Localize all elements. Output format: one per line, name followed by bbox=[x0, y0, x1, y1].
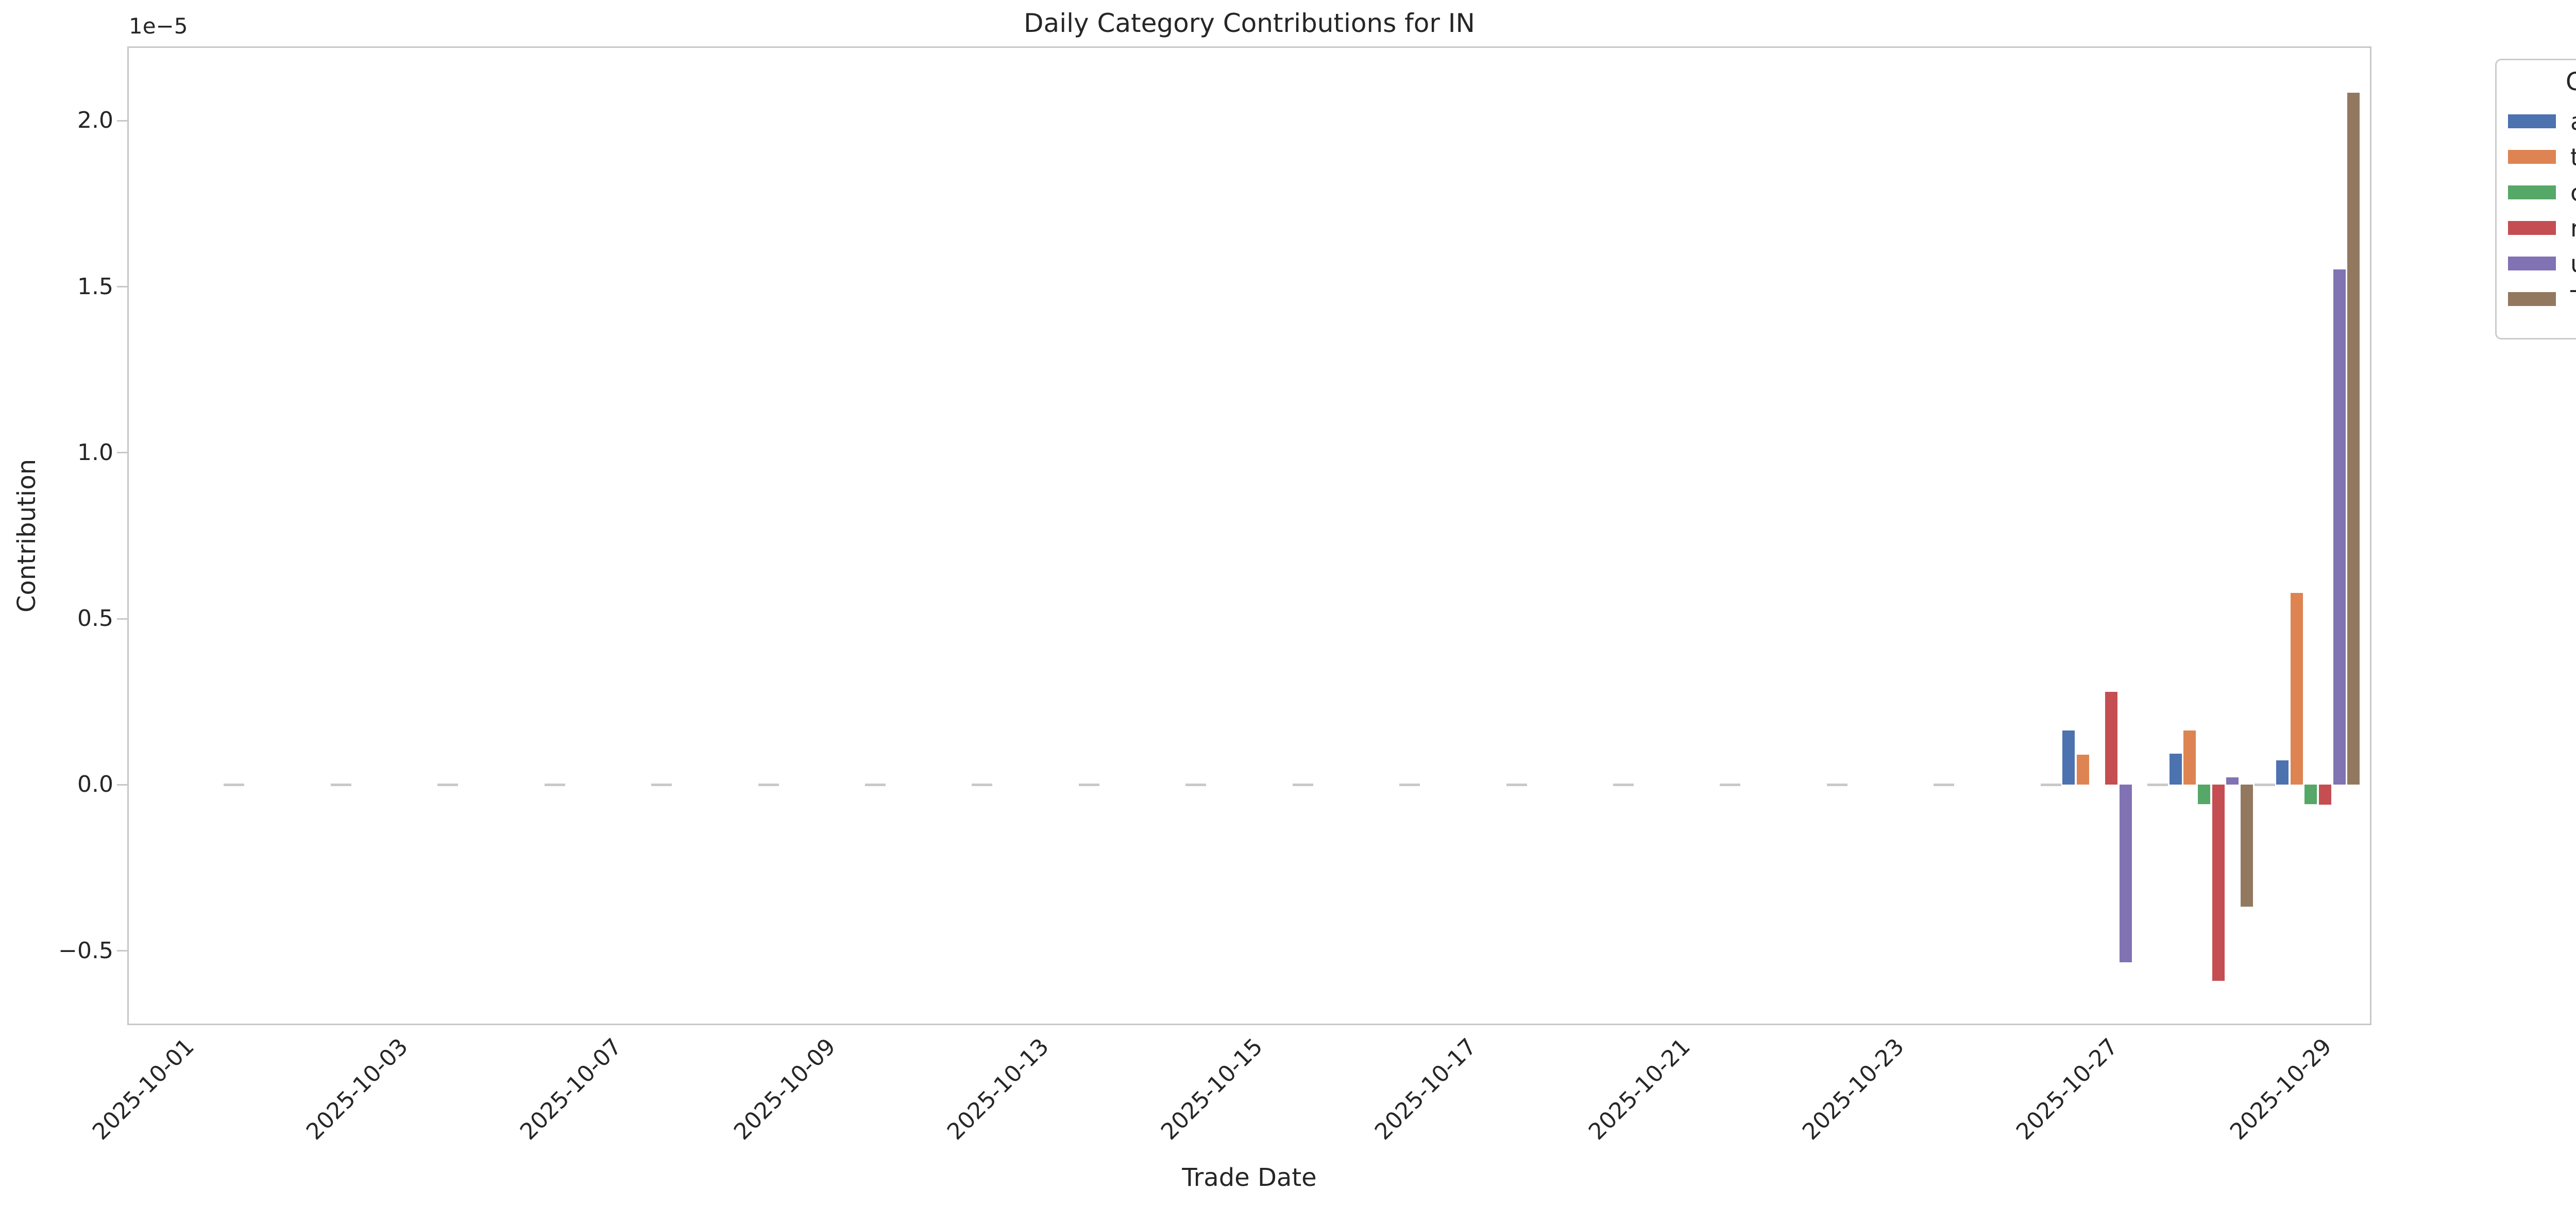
y-tick-mark bbox=[117, 618, 127, 620]
x-tick-label: 2025-10-29 bbox=[2225, 1033, 2337, 1145]
bar-alpha_total bbox=[2276, 760, 2289, 785]
legend-item: alpha_total bbox=[2508, 104, 2576, 139]
y-tick-mark bbox=[117, 784, 127, 786]
legend-swatch bbox=[2508, 114, 2556, 128]
legend-swatch bbox=[2508, 150, 2556, 164]
zero-dash bbox=[1399, 783, 1420, 786]
bar-unexplained bbox=[2226, 777, 2239, 785]
zero-dash bbox=[1826, 783, 1848, 786]
x-tick-label: 2025-10-15 bbox=[1156, 1033, 1268, 1145]
x-tick-label: 2025-10-09 bbox=[728, 1033, 841, 1145]
y-tick-label: −0.5 bbox=[58, 937, 113, 964]
bar-risk_exposure bbox=[2212, 785, 2225, 981]
legend-item: risk_exposure bbox=[2508, 210, 2576, 246]
x-tick-label: 2025-10-21 bbox=[1583, 1033, 1696, 1145]
x-tick-label: 2025-10-27 bbox=[2011, 1033, 2123, 1145]
zero-dash bbox=[1185, 783, 1207, 786]
zero-dash bbox=[2040, 783, 2061, 786]
x-tick-label: 2025-10-07 bbox=[515, 1033, 627, 1145]
legend-item-label: risk_exposure bbox=[2570, 214, 2576, 242]
zero-dash bbox=[1720, 783, 1741, 786]
x-tick-label: 2025-10-03 bbox=[301, 1033, 413, 1145]
zero-dash bbox=[651, 783, 672, 786]
x-tick-label: 2025-10-23 bbox=[1797, 1033, 1909, 1145]
zero-dash bbox=[865, 783, 886, 786]
bar-alpha_total bbox=[2062, 730, 2075, 785]
bar-Total bbox=[2240, 785, 2253, 907]
y-tick-label: 1.0 bbox=[77, 439, 113, 466]
zero-dash bbox=[224, 783, 245, 786]
zero-dash bbox=[1934, 783, 1955, 786]
bar-cost bbox=[2304, 785, 2317, 805]
zero-dash bbox=[758, 783, 779, 786]
legend-swatch bbox=[2508, 292, 2556, 306]
legend-item-label: cost bbox=[2570, 179, 2576, 207]
bar-risk_exposure bbox=[2319, 785, 2332, 805]
legend-item: Total bbox=[2508, 281, 2576, 317]
legend-swatch bbox=[2508, 221, 2556, 235]
legend-item: tilt_total bbox=[2508, 139, 2576, 175]
legend-item-label: tilt_total bbox=[2570, 143, 2576, 171]
zero-dash bbox=[544, 783, 565, 786]
bar-unexplained bbox=[2333, 269, 2346, 785]
legend-item: cost bbox=[2508, 175, 2576, 210]
zero-dash bbox=[330, 783, 351, 786]
y-tick-mark bbox=[117, 950, 127, 952]
bar-Total bbox=[2347, 92, 2360, 785]
legend: Category alpha_total tilt_totalcost risk_e… bbox=[2495, 59, 2576, 339]
x-axis-label: Trade Date bbox=[1182, 1163, 1317, 1192]
bar-tilt_total bbox=[2183, 730, 2196, 785]
legend-item-label: Total bbox=[2570, 285, 2576, 313]
y-axis-offset-text: 1e−5 bbox=[129, 13, 188, 39]
bar-unexplained bbox=[2119, 785, 2132, 962]
zero-dash bbox=[2147, 783, 2168, 786]
legend-items: alpha_total tilt_totalcost risk_exposureun… bbox=[2508, 104, 2576, 317]
zero-dash bbox=[437, 783, 459, 786]
chart-title: Daily Category Contributions for IN bbox=[1024, 8, 1475, 38]
zero-dash bbox=[1078, 783, 1099, 786]
legend-item: unexplained bbox=[2508, 246, 2576, 281]
x-tick-label: 2025-10-13 bbox=[942, 1033, 1055, 1145]
legend-swatch bbox=[2508, 257, 2556, 270]
bar-cost bbox=[2198, 785, 2210, 804]
y-tick-mark bbox=[117, 120, 127, 122]
legend-item-label: alpha_total bbox=[2570, 108, 2576, 135]
zero-dash bbox=[1506, 783, 1527, 786]
zero-dash bbox=[972, 783, 993, 786]
y-tick-mark bbox=[117, 286, 127, 288]
y-tick-label: 0.0 bbox=[77, 771, 113, 798]
legend-item-label: unexplained bbox=[2570, 250, 2576, 278]
x-tick-label: 2025-10-01 bbox=[87, 1033, 199, 1145]
y-tick-mark bbox=[117, 452, 127, 454]
legend-title: Category bbox=[2565, 67, 2576, 96]
bar-tilt_total bbox=[2076, 755, 2089, 785]
plot-area bbox=[127, 46, 2371, 1025]
bar-tilt_total bbox=[2290, 592, 2303, 785]
y-tick-label: 2.0 bbox=[77, 107, 113, 134]
y-tick-label: 1.5 bbox=[77, 273, 113, 300]
legend-swatch bbox=[2508, 185, 2556, 199]
y-tick-label: 0.5 bbox=[77, 605, 113, 632]
x-tick-label: 2025-10-17 bbox=[1370, 1033, 1482, 1145]
bar-alpha_total bbox=[2169, 753, 2182, 785]
bar-risk_exposure bbox=[2105, 691, 2118, 785]
zero-dash bbox=[2254, 783, 2275, 786]
zero-dash bbox=[1292, 783, 1313, 786]
zero-dash bbox=[1613, 783, 1634, 786]
y-axis-label: Contribution bbox=[12, 458, 41, 613]
